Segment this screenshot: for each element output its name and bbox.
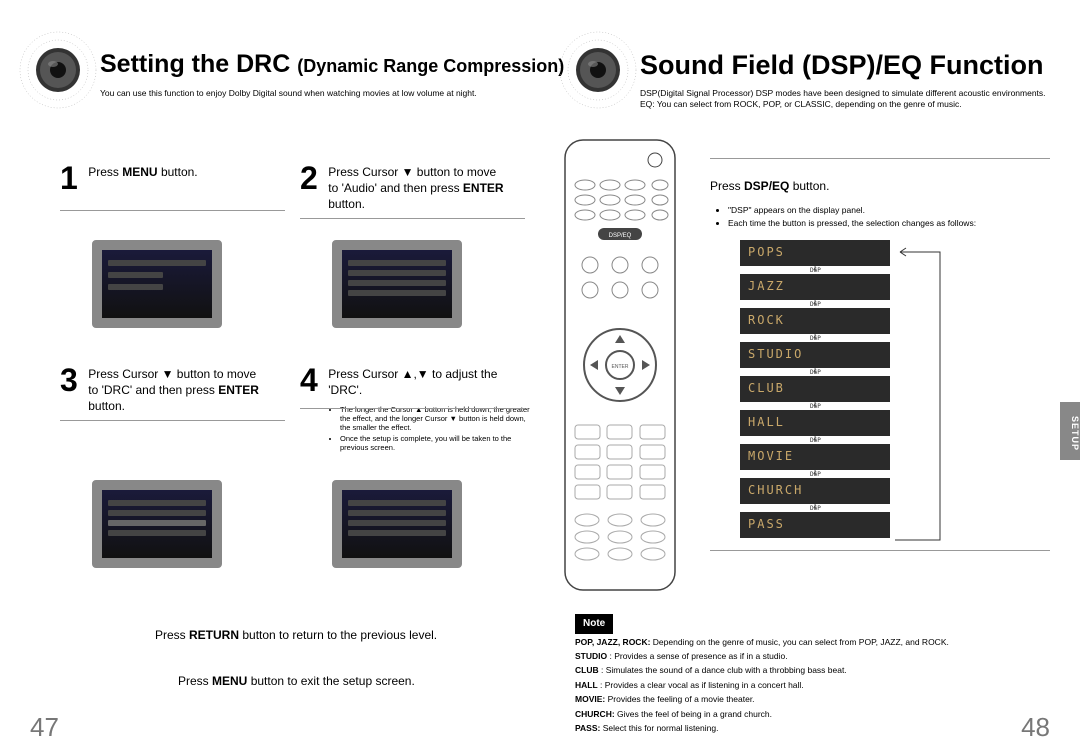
note-badge: Note — [575, 614, 613, 634]
step-1: 1 Press MENU button. — [60, 160, 300, 197]
tv-screenshot — [332, 240, 462, 328]
svg-text:DSP/EQ: DSP/EQ — [609, 233, 632, 239]
tv-screenshot — [332, 480, 462, 568]
bullet: "DSP" appears on the display panel. — [728, 205, 1050, 215]
page-number-left: 47 — [30, 712, 59, 743]
bullet: The longer the Cursor ▲ button is held d… — [340, 405, 534, 432]
step-3-text: Press Cursor ▼ button to move to 'DRC' a… — [88, 362, 268, 415]
note-line: HALL : Provides a clear vocal as if list… — [575, 680, 1055, 691]
notes-block: Note POP, JAZZ, ROCK: Depending on the g… — [575, 614, 1055, 735]
step-2: 2 Press Cursor ▼ button to move to 'Audi… — [300, 160, 540, 213]
remote-control-illustration: DSP/EQ ENTER — [560, 135, 680, 595]
step-1-text: Press MENU button. — [88, 160, 197, 180]
setup-tab: SETUP — [1060, 402, 1080, 460]
return-instruction: Press RETURN button to return to the pre… — [155, 628, 437, 642]
speaker-icon — [18, 30, 98, 110]
down-arrow-icon: ↓ — [812, 501, 818, 512]
left-title: Setting the DRC (Dynamic Range Compressi… — [100, 50, 564, 79]
left-page: Setting the DRC (Dynamic Range Compressi… — [0, 0, 540, 753]
dsp-press-text: Press DSP/EQ button. — [710, 179, 1050, 193]
right-desc: DSP(Digital Signal Processor) DSP modes … — [640, 88, 1060, 110]
note-line: CHURCH: Gives the feel of being in a gra… — [575, 709, 1055, 720]
dsp-mode-item: STUDIODSP↓ — [740, 342, 890, 368]
note-line: PASS: Select this for normal listening. — [575, 723, 1055, 734]
down-arrow-icon: ↓ — [812, 331, 818, 342]
note-line: CLUB : Simulates the sound of a dance cl… — [575, 665, 1055, 676]
divider — [60, 210, 285, 211]
tv-screenshot — [92, 480, 222, 568]
divider — [300, 408, 525, 409]
dsp-mode-item: POPSDSP↓ — [740, 240, 890, 266]
step-3: 3 Press Cursor ▼ button to move to 'DRC'… — [60, 362, 300, 415]
dsp-mode-item: CHURCHDSP↓ — [740, 478, 890, 504]
dsp-mode-item: ROCKDSP↓ — [740, 308, 890, 334]
dsp-mode-item: JAZZDSP↓ — [740, 274, 890, 300]
dsp-mode-item: CLUBDSP↓ — [740, 376, 890, 402]
down-arrow-icon: ↓ — [812, 399, 818, 410]
dsp-instruction-box: Press DSP/EQ button. "DSP" appears on th… — [710, 158, 1050, 551]
down-arrow-icon: ↓ — [812, 263, 818, 274]
note-line: POP, JAZZ, ROCK: Depending on the genre … — [575, 637, 1055, 648]
step-4-text: Press Cursor ▲,▼ to adjust the 'DRC'. — [328, 362, 508, 398]
menu-instruction: Press MENU button to exit the setup scre… — [178, 674, 415, 688]
right-title: Sound Field (DSP)/EQ Function — [640, 50, 1043, 81]
bullet: Each time the button is pressed, the sel… — [728, 218, 1050, 228]
down-arrow-icon: ↓ — [812, 433, 818, 444]
divider — [60, 420, 285, 421]
down-arrow-icon: ↓ — [812, 297, 818, 308]
tv-screenshot — [92, 240, 222, 328]
page-number-right: 48 — [1021, 712, 1050, 743]
svg-text:ENTER: ENTER — [612, 364, 629, 370]
bullet: Once the setup is complete, you will be … — [340, 434, 534, 452]
dsp-mode-list: POPSDSP↓ JAZZDSP↓ ROCKDSP↓ STUDIODSP↓ CLUBDS… — [740, 240, 1050, 538]
step-4-bullets: The longer the Cursor ▲ button is held d… — [334, 405, 534, 452]
manual-spread: Setting the DRC (Dynamic Range Compressi… — [0, 0, 1080, 753]
dsp-mode-item: PASS — [740, 512, 890, 538]
dsp-bullets: "DSP" appears on the display panel. Each … — [720, 205, 1050, 228]
dsp-mode-item: HALLDSP↓ — [740, 410, 890, 436]
note-line: STUDIO : Provides a sense of presence as… — [575, 651, 1055, 662]
note-line: MOVIE: Provides the feeling of a movie t… — [575, 694, 1055, 705]
down-arrow-icon: ↓ — [812, 467, 818, 478]
down-arrow-icon: ↓ — [812, 365, 818, 376]
left-desc: You can use this function to enjoy Dolby… — [100, 88, 480, 99]
dsp-mode-item: MOVIEDSP↓ — [740, 444, 890, 470]
divider — [300, 218, 525, 219]
step-2-text: Press Cursor ▼ button to move to 'Audio'… — [328, 160, 508, 213]
flow-arrow-icon — [890, 240, 950, 550]
speaker-icon — [558, 30, 638, 110]
